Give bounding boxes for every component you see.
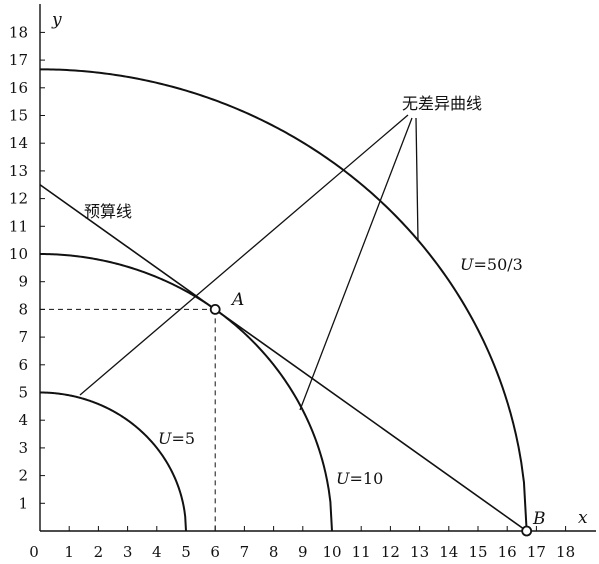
curve-label-u10-symbol: U — [336, 469, 350, 488]
curve-label-u5: U=5 — [158, 429, 195, 448]
x-tick-label: 3 — [123, 543, 133, 561]
point-a — [209, 303, 221, 315]
point-b — [521, 525, 533, 537]
curve-label-u10: U=10 — [336, 469, 383, 488]
curve-label-u50-3-symbol: U — [460, 255, 474, 274]
x-tick-label: 8 — [269, 543, 279, 561]
y-tick-label: 11 — [9, 217, 28, 235]
point-label-b: B — [532, 509, 546, 529]
y-tick-label: 8 — [18, 300, 28, 318]
x-tick-label: 1 — [64, 543, 74, 561]
curve-label-u50-3-value: =50/3 — [473, 255, 522, 274]
x-tick-label: 9 — [298, 543, 308, 561]
y-tick-label: 5 — [18, 384, 28, 402]
annotation-pointer-3 — [415, 117, 419, 241]
x-tick-label: 7 — [240, 543, 250, 561]
x-tick-label: 4 — [152, 543, 162, 561]
guide-lines — [40, 308, 216, 531]
curve-label-u5-value: =5 — [171, 429, 195, 448]
x-tick-label: 5 — [181, 543, 191, 561]
axes: 0 1 2 3 4 5 6 7 8 9 10 11 12 13 14 15 16 17 18 12345678910… — [9, 4, 596, 561]
x-tick-label: 2 — [94, 543, 104, 561]
curve-label-u5-symbol: U — [158, 429, 172, 448]
y-tick-label: 13 — [9, 162, 28, 180]
y-axis-label: y — [51, 10, 62, 30]
indifference-curve-1 — [40, 391, 187, 531]
y-tick-label: 15 — [9, 107, 28, 125]
x-tick-label: 16 — [498, 543, 517, 561]
y-tick-label: 1 — [18, 494, 28, 512]
annotation-pointer-2 — [299, 117, 413, 411]
y-tick-label: 16 — [9, 79, 28, 97]
y-tick-label: 4 — [18, 411, 28, 429]
y-tick-label: 7 — [18, 328, 28, 346]
x-tick-label: 0 — [29, 543, 39, 561]
x-tick-label: 11 — [352, 543, 371, 561]
x-tick-label: 12 — [381, 543, 400, 561]
y-tick-label: 3 — [18, 439, 28, 457]
budget-line-label: 预算线 — [84, 202, 132, 221]
y-tick-label: 6 — [18, 356, 28, 374]
x-tick-label: 15 — [468, 543, 487, 561]
x-tick-label: 10 — [322, 543, 341, 561]
annotation-pointers — [79, 114, 419, 411]
x-tick-label: 13 — [410, 543, 429, 561]
annotation-pointer-1 — [79, 114, 409, 396]
y-tick-label: 12 — [9, 190, 28, 208]
point-label-a: A — [230, 290, 244, 310]
curve-label-u50-3: U=50/3 — [460, 255, 523, 274]
y-tick-label: 9 — [18, 273, 28, 291]
x-tick-label: 17 — [527, 543, 546, 561]
budget-line-group — [39, 184, 528, 532]
y-tick-label: 17 — [9, 51, 28, 69]
x-tick-label: 6 — [210, 543, 220, 561]
indifference-curves — [40, 68, 528, 531]
curve-label-u10-value: =10 — [349, 469, 383, 488]
x-tick-label: 14 — [439, 543, 458, 561]
budget-line — [39, 184, 528, 532]
x-ticks: 0 1 2 3 4 5 6 7 8 9 10 11 12 13 14 15 16 17 18 — [29, 526, 575, 561]
points — [209, 303, 533, 537]
annotation-label: 无差异曲线 — [402, 94, 482, 113]
indifference-curve-3 — [40, 68, 528, 531]
x-axis-label: x — [578, 508, 588, 528]
indifference-curve-2 — [40, 253, 333, 531]
x-tick-label: 18 — [556, 543, 575, 561]
y-tick-label: 10 — [9, 245, 28, 263]
y-tick-label: 2 — [18, 467, 28, 485]
y-tick-label: 14 — [9, 134, 28, 152]
y-tick-label: 18 — [9, 23, 28, 41]
